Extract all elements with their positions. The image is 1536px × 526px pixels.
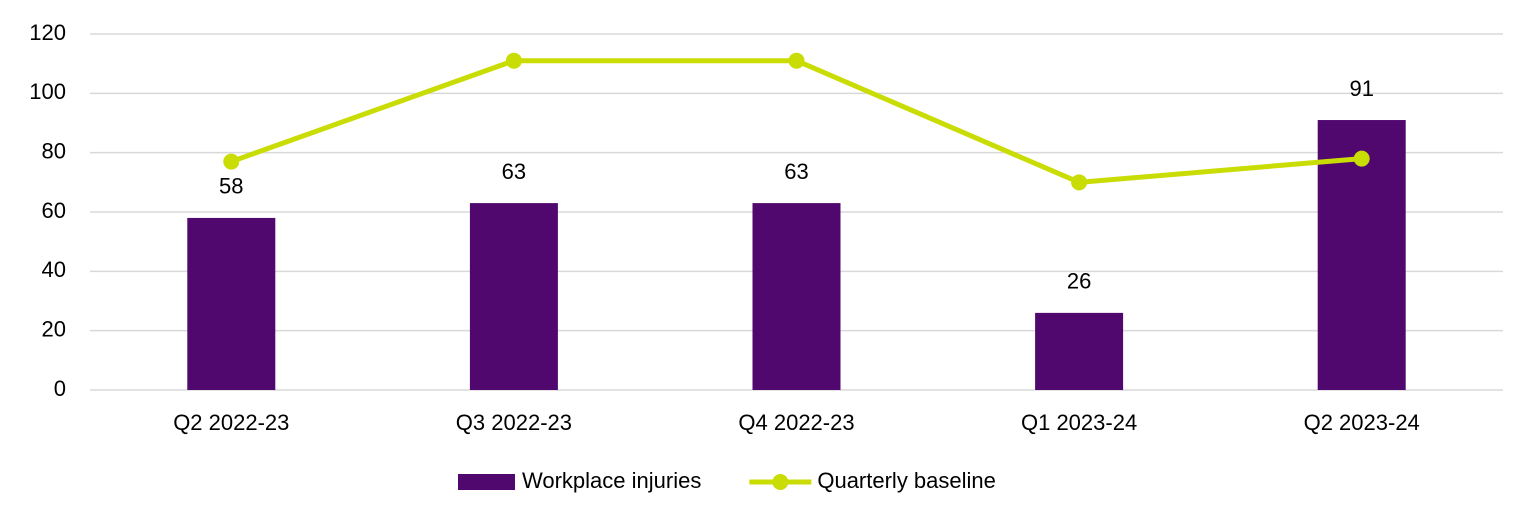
legend-swatch [458,474,515,490]
y-tick-label: 40 [42,257,66,282]
line-marker [1353,150,1370,167]
data-label: 58 [219,174,243,199]
y-tick-label: 100 [29,79,66,104]
x-tick-label: Q3 2022-23 [456,410,572,435]
data-label: 26 [1067,269,1091,294]
legend-label: Workplace injuries [522,468,701,493]
data-label: 63 [784,159,808,184]
y-tick-label: 60 [42,198,66,223]
x-tick-label: Q4 2022-23 [738,410,854,435]
bar [469,203,558,390]
line-marker [505,52,522,69]
bar [187,217,276,390]
line-marker [1071,174,1088,191]
y-tick-label: 20 [42,316,66,341]
x-tick-label: Q2 2022-23 [173,410,289,435]
y-tick-label: 80 [42,138,66,163]
x-tick-label: Q2 2023-24 [1304,410,1420,435]
line-marker [223,153,240,170]
data-label: 91 [1349,76,1373,101]
x-tick-label: Q1 2023-24 [1021,410,1137,435]
bar [752,203,841,390]
legend-label: Quarterly baseline [817,468,996,493]
line-marker [788,52,805,69]
legend-marker [772,474,789,490]
y-tick-label: 120 [29,20,66,45]
data-label: 63 [502,159,526,184]
bar [1035,312,1124,390]
y-tick-label: 0 [54,376,66,401]
